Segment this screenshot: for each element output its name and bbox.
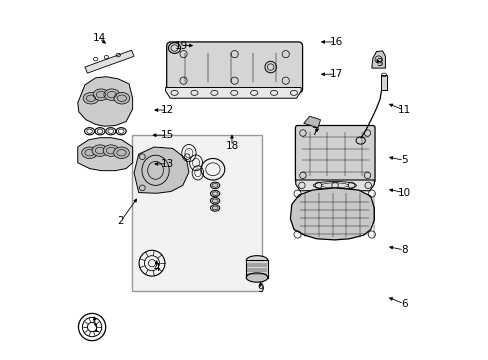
Polygon shape xyxy=(290,188,373,240)
Ellipse shape xyxy=(113,147,129,158)
Polygon shape xyxy=(380,75,386,90)
Ellipse shape xyxy=(93,89,109,100)
Text: 11: 11 xyxy=(397,105,410,115)
Text: 17: 17 xyxy=(328,69,342,79)
Ellipse shape xyxy=(246,256,267,265)
Polygon shape xyxy=(134,147,188,193)
Polygon shape xyxy=(85,50,134,73)
Text: 12: 12 xyxy=(161,105,174,115)
Ellipse shape xyxy=(246,273,267,282)
Text: 9: 9 xyxy=(257,284,264,294)
Text: 2: 2 xyxy=(117,216,124,226)
Ellipse shape xyxy=(114,93,129,104)
Polygon shape xyxy=(295,180,373,191)
FancyBboxPatch shape xyxy=(295,126,374,183)
Ellipse shape xyxy=(210,182,219,189)
Ellipse shape xyxy=(210,205,219,211)
Text: 15: 15 xyxy=(161,130,174,140)
Text: 14: 14 xyxy=(92,33,106,43)
Text: 19: 19 xyxy=(175,41,188,50)
Text: 1: 1 xyxy=(92,324,99,334)
Polygon shape xyxy=(165,87,301,98)
FancyBboxPatch shape xyxy=(166,42,302,93)
Ellipse shape xyxy=(83,93,99,104)
Ellipse shape xyxy=(103,145,119,156)
Text: 5: 5 xyxy=(400,155,407,165)
Text: 18: 18 xyxy=(225,141,238,151)
Polygon shape xyxy=(78,138,132,171)
Polygon shape xyxy=(371,51,385,68)
Ellipse shape xyxy=(81,147,97,158)
Ellipse shape xyxy=(210,198,219,204)
Text: 10: 10 xyxy=(397,188,410,198)
Bar xyxy=(246,260,267,278)
Ellipse shape xyxy=(92,145,108,156)
Text: 16: 16 xyxy=(328,37,342,47)
Text: 13: 13 xyxy=(161,159,174,169)
Ellipse shape xyxy=(210,190,219,197)
Ellipse shape xyxy=(104,89,120,100)
Text: 6: 6 xyxy=(400,299,407,309)
Text: 4: 4 xyxy=(153,263,160,273)
Bar xyxy=(131,135,262,291)
Text: 3: 3 xyxy=(375,58,382,68)
Text: 7: 7 xyxy=(310,127,317,136)
Polygon shape xyxy=(303,116,320,128)
Text: 8: 8 xyxy=(400,245,407,255)
Polygon shape xyxy=(78,77,132,126)
